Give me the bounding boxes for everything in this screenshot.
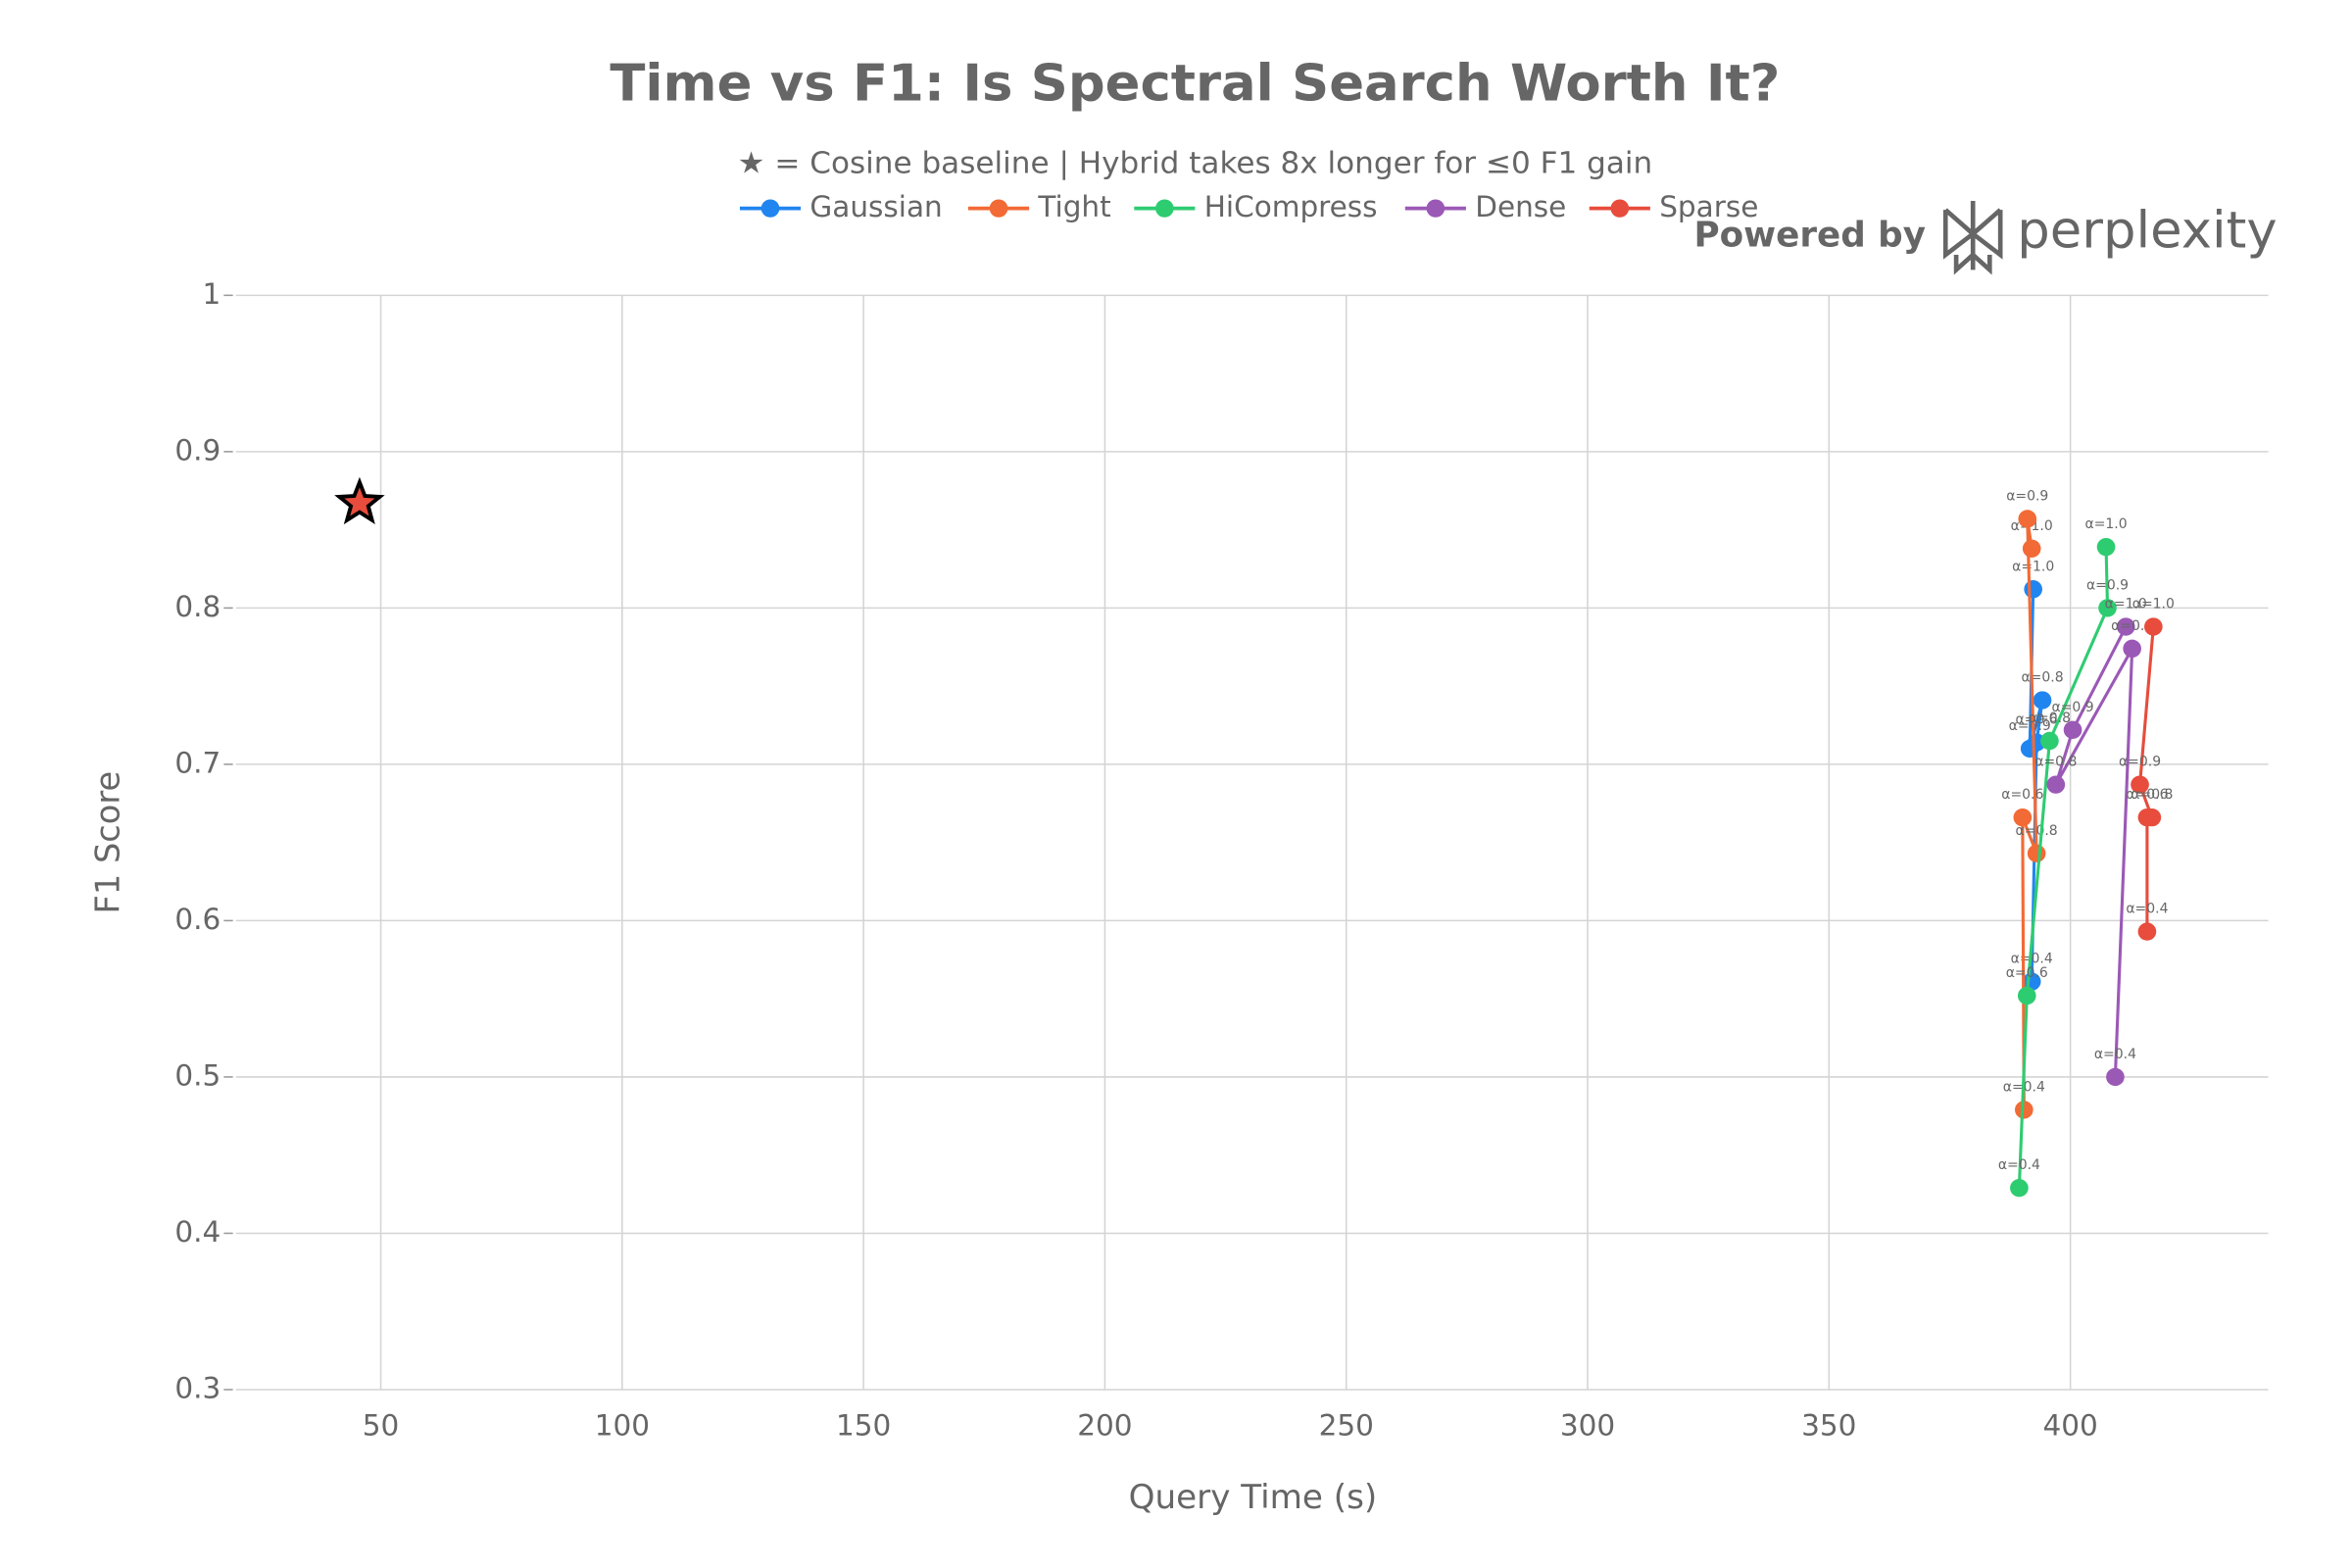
- point-label: α=0.6: [2126, 787, 2168, 803]
- legend-marker: [1610, 199, 1630, 218]
- data-point: [2046, 775, 2066, 794]
- point-label: α=0.6: [2111, 618, 2153, 634]
- data-point: [2017, 986, 2036, 1005]
- data-point: [2024, 580, 2042, 599]
- legend-label: HiCompress: [1204, 190, 1378, 223]
- series-line: [2054, 625, 2134, 1077]
- data-point: [2063, 720, 2082, 739]
- y-tick-label: 1: [202, 277, 220, 311]
- data-point: [2116, 617, 2135, 636]
- legend-label: Tight: [1037, 190, 1110, 223]
- y-tick-label: 0.3: [174, 1372, 220, 1405]
- y-tick-label: 0.8: [174, 590, 220, 623]
- point-label: α=0.8: [2131, 787, 2173, 803]
- data-point: [2137, 808, 2157, 827]
- data-point: [2040, 731, 2059, 751]
- point-label: α=0.4: [2126, 902, 2168, 917]
- legend-marker: [1426, 199, 1446, 218]
- point-label: α=0.9: [2119, 755, 2161, 770]
- x-tick-label: 200: [1077, 1409, 1132, 1443]
- baseline-star: [334, 476, 385, 525]
- data-point: [2098, 599, 2117, 617]
- point-label: α=0.6: [2016, 712, 2058, 728]
- point-label: α=1.0: [2132, 597, 2175, 612]
- point-label: α=0.4: [2094, 1047, 2136, 1062]
- point-label: α=0.8: [2016, 823, 2058, 839]
- x-tick-label: 350: [1801, 1409, 1856, 1443]
- point-label: α=0.8: [2034, 755, 2077, 770]
- data-point: [2013, 808, 2033, 827]
- data-point: [2123, 639, 2141, 659]
- point-label: α=0.9: [2086, 577, 2129, 593]
- data-point: [2106, 1067, 2125, 1087]
- legend-marker: [1155, 199, 1174, 218]
- data-point: [2131, 775, 2149, 794]
- point-label: α=0.8: [2029, 710, 2071, 726]
- x-tick-label: 300: [1560, 1409, 1615, 1443]
- y-tick-label: 0.5: [174, 1059, 220, 1093]
- legend-label: Gaussian: [809, 190, 942, 223]
- data-point: [2137, 922, 2157, 941]
- x-axis-title: Query Time (s): [1129, 1478, 1378, 1516]
- x-tick-label: 400: [2042, 1409, 2097, 1443]
- data-point: [2033, 691, 2052, 710]
- chart-subtitle: ★ = Cosine baseline | Hybrid takes 8x lo…: [738, 146, 1653, 181]
- chart-title: Time vs F1: Is Spectral Search Worth It?: [610, 54, 1780, 114]
- point-label: α=0.4: [2011, 952, 2053, 967]
- y-tick-label: 0.9: [174, 434, 220, 467]
- y-tick-label: 0.6: [174, 903, 220, 936]
- x-tick-label: 250: [1319, 1409, 1374, 1443]
- point-label: α=0.8: [2021, 670, 2063, 686]
- legend-label: Dense: [1475, 190, 1566, 223]
- data-point: [2027, 844, 2046, 862]
- x-tick-label: 150: [836, 1409, 891, 1443]
- data-point: [2014, 1101, 2034, 1119]
- data-point: [2010, 1179, 2029, 1198]
- x-tick-label: 50: [363, 1409, 400, 1443]
- point-label: α=0.9: [2052, 700, 2094, 715]
- logo-mark: [1942, 200, 2003, 275]
- data-point: [2144, 617, 2163, 636]
- data-point: [2096, 537, 2116, 557]
- point-label: α=0.6: [2001, 787, 2043, 803]
- point-label: α=1.0: [2105, 597, 2147, 612]
- point-label: α=0.9: [2006, 489, 2048, 505]
- legend-marker: [760, 199, 780, 218]
- brand-name: perplexity: [2017, 201, 2277, 261]
- point-label: α=0.4: [1998, 1157, 2040, 1173]
- point-label: α=1.0: [2084, 516, 2127, 532]
- brand-prefix: Powered by: [1693, 216, 1926, 256]
- y-tick-label: 0.4: [174, 1215, 220, 1249]
- x-tick-label: 100: [595, 1409, 650, 1443]
- brand-logo: [1942, 200, 2003, 275]
- y-tick-label: 0.7: [174, 747, 220, 780]
- legend-marker: [989, 199, 1008, 218]
- point-label: α=0.9: [2009, 718, 2051, 734]
- y-axis-title: F1 Score: [88, 771, 126, 914]
- data-point: [2022, 539, 2041, 558]
- legend-label: Sparse: [1659, 190, 1758, 223]
- point-label: α=0.6: [2006, 965, 2048, 981]
- point-label: α=1.0: [2012, 559, 2054, 574]
- data-point: [2018, 510, 2037, 528]
